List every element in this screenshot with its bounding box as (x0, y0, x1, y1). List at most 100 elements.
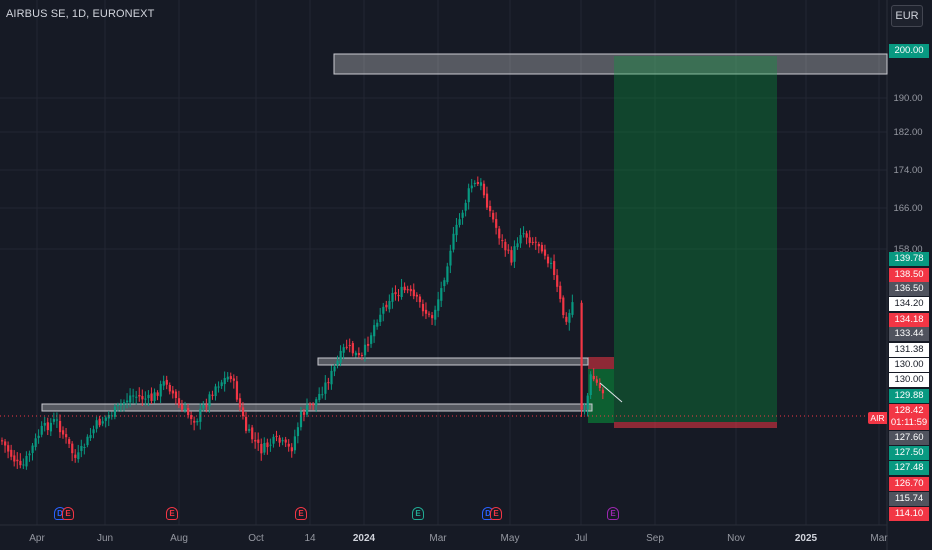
candle-body (95, 420, 98, 429)
candle-body (113, 406, 117, 417)
price-badge: 01:11:59 (889, 416, 929, 430)
price-tick-label: 174.00 (893, 165, 923, 176)
earnings-event-icon[interactable]: E (295, 507, 307, 520)
candle-body (525, 233, 528, 238)
candle-body (202, 404, 205, 409)
candle-body (4, 441, 7, 446)
candle-body (296, 427, 300, 437)
candle-body (470, 185, 473, 189)
candle-body (485, 193, 489, 208)
candle-body (196, 420, 199, 423)
candle-body (254, 440, 257, 442)
candle-body (168, 384, 171, 392)
candle-body (180, 404, 184, 410)
candle-body (144, 398, 147, 400)
candle-body (461, 212, 464, 218)
candle-body (132, 395, 135, 397)
candle-body (424, 309, 428, 314)
candle-body (318, 393, 321, 400)
candle-body (281, 440, 284, 442)
candle-body (360, 355, 364, 357)
price-badge: 128.42 (889, 404, 929, 418)
price-badge: 127.60 (889, 431, 929, 445)
price-badge: 136.50 (889, 282, 929, 296)
candle-body (418, 296, 422, 303)
candle-body (31, 445, 34, 453)
candle-body (199, 408, 202, 422)
candle-body (516, 243, 519, 248)
candle-body (65, 434, 68, 438)
candle-body (324, 382, 327, 394)
candle-body (379, 314, 382, 322)
candle-body (467, 188, 470, 203)
drawing-overlay[interactable] (0, 382, 887, 417)
candle-body (214, 386, 217, 397)
candle-body (119, 404, 123, 406)
price-badge: 130.00 (889, 358, 929, 372)
long-target-zone (614, 56, 777, 422)
candle-body (556, 275, 559, 287)
candle-body (437, 299, 440, 311)
candle-body (553, 261, 556, 275)
candle-body (434, 309, 437, 320)
candle-body (104, 417, 107, 421)
candle-body (452, 233, 455, 250)
candle-body (409, 288, 412, 292)
candle-body (257, 439, 260, 443)
price-badge: 139.78 (889, 252, 929, 266)
currency-button[interactable]: EUR (891, 5, 923, 27)
candle-body (479, 182, 483, 186)
candle-body (241, 407, 245, 417)
time-tick-label: Jun (96, 533, 114, 544)
symbol-price-tag: AIR (868, 412, 887, 424)
candle-body (333, 366, 336, 372)
price-badge: 129.88 (889, 389, 929, 403)
candle-body (571, 302, 574, 315)
candle-body (400, 286, 403, 298)
candle-body (251, 427, 254, 440)
candle-body (138, 395, 141, 397)
earnings-event-icon[interactable]: E (607, 507, 619, 520)
candle-body (58, 420, 62, 433)
candle-body (464, 202, 467, 211)
candle-body (98, 418, 101, 426)
candle-body (135, 396, 138, 398)
candle-body (601, 389, 605, 394)
candle-body (126, 400, 129, 403)
candle-body (141, 396, 144, 400)
candle-body (43, 423, 46, 426)
candle-body (473, 182, 476, 185)
price-badge: 133.44 (889, 327, 929, 341)
time-tick-label: 2025 (794, 533, 818, 544)
price-badge: 114.10 (889, 507, 929, 521)
candlestick-series (1, 176, 605, 470)
earnings-event-icon[interactable]: E (166, 507, 178, 520)
drawing-zones[interactable] (41, 53, 888, 428)
candle-body (550, 262, 553, 264)
candle-body (193, 420, 196, 423)
candle-body (540, 244, 544, 252)
candle-body (519, 235, 522, 244)
candle-body (336, 360, 339, 365)
time-tick-label: Jul (574, 533, 588, 544)
candle-body (330, 370, 333, 385)
price-tick-label: 190.00 (893, 93, 923, 104)
long-stop-zone (614, 422, 777, 428)
candle-body (501, 240, 504, 242)
earnings-event-icon[interactable]: E (490, 507, 502, 520)
candle-body (19, 460, 22, 466)
price-badge: 127.50 (889, 446, 929, 460)
candle-body (101, 421, 104, 424)
candle-body (46, 422, 49, 431)
candle-body (489, 206, 492, 212)
candle-body (370, 335, 373, 344)
candle-body (476, 182, 479, 184)
candle-body (321, 394, 324, 396)
candle-body (272, 436, 275, 444)
earnings-event-icon[interactable]: E (62, 507, 74, 520)
time-tick-label: 14 (304, 533, 316, 544)
time-tick-label: Mar (870, 533, 888, 544)
candle-body (568, 312, 571, 323)
earnings-event-icon[interactable]: E (412, 507, 424, 520)
